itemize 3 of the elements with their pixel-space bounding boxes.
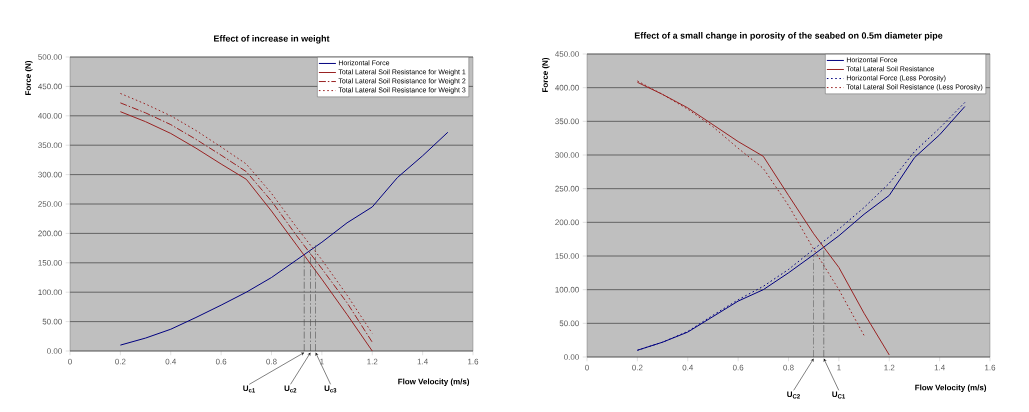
chart-title: Effect of a small change in porosity of the seabed on 0.5m diameter pipe <box>634 32 943 41</box>
chart-title: Effect of increase in weight <box>214 35 330 44</box>
line-series <box>119 131 449 346</box>
